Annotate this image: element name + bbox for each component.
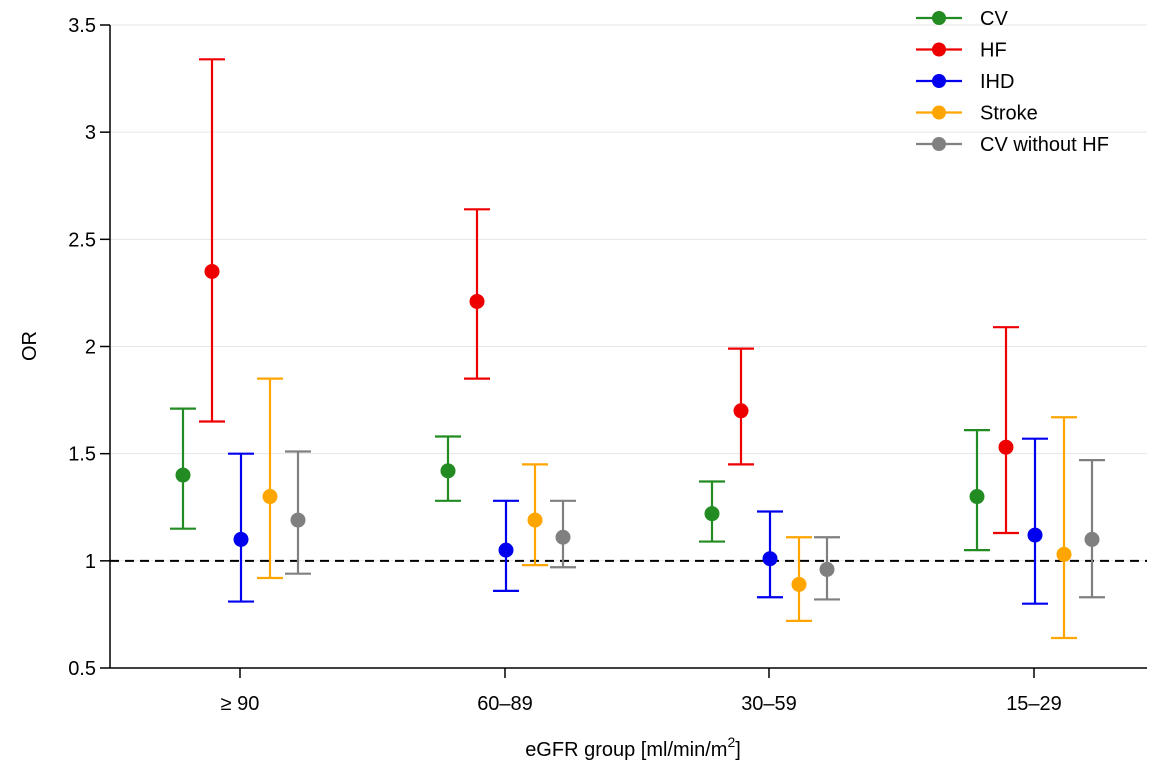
- data-point: [704, 506, 720, 522]
- y-tick-label: 1: [85, 551, 96, 573]
- legend-label: CV without HF: [980, 134, 1109, 156]
- x-tick-label: 60–89: [477, 693, 533, 715]
- series-cv-without-hf: [285, 450, 1105, 601]
- y-tick-label: 3: [85, 122, 96, 144]
- x-axis-title: eGFR group [ml/min/m2]: [525, 734, 741, 761]
- x-tick-label: 30–59: [741, 693, 797, 715]
- data-point: [527, 512, 543, 528]
- data-point: [762, 551, 778, 567]
- x-axis-title-suffix: ]: [735, 739, 741, 761]
- legend-item: CV: [916, 8, 1008, 30]
- y-tick-label: 3.5: [68, 15, 96, 37]
- data-point: [555, 529, 571, 545]
- x-tick-label: ≥ 90: [221, 693, 260, 715]
- legend-marker: [932, 42, 946, 57]
- data-point: [262, 489, 278, 505]
- data-point: [498, 542, 514, 558]
- series-group: [170, 58, 1105, 640]
- gridlines: [110, 24, 1147, 562]
- x-tick-label: 15–29: [1006, 693, 1062, 715]
- series-cv: [170, 407, 990, 552]
- legend-marker: [932, 11, 946, 25]
- data-point: [791, 576, 807, 592]
- data-point: [1056, 546, 1072, 562]
- y-tick-label: 2: [85, 337, 96, 359]
- data-point: [1027, 527, 1043, 543]
- y-ticks: 0.5 1 1.5 2 2.5 3 3.5: [68, 15, 110, 680]
- data-point: [469, 293, 485, 309]
- legend-marker: [932, 74, 946, 88]
- data-point: [233, 531, 249, 547]
- x-ticks: ≥ 90 60–89 30–59 15–29: [221, 668, 1062, 715]
- data-point: [733, 403, 749, 419]
- legend-label: CV: [980, 8, 1008, 30]
- legend-item: CV without HF: [916, 134, 1109, 156]
- x-axis-title-main: eGFR group [ml/min/m: [525, 739, 727, 761]
- legend-item: Stroke: [916, 103, 1038, 125]
- data-point: [175, 467, 191, 483]
- series-hf: [199, 58, 1019, 535]
- y-tick-label: 0.5: [68, 658, 96, 680]
- data-point: [290, 512, 306, 528]
- legend-item: IHD: [916, 71, 1014, 93]
- legend-label: IHD: [980, 71, 1014, 93]
- data-point: [440, 463, 456, 479]
- y-tick-label: 1.5: [68, 444, 96, 466]
- data-point: [998, 439, 1014, 455]
- legend-marker: [932, 137, 946, 151]
- x-axis-title-superscript: 2: [727, 734, 735, 750]
- y-axis-title: OR: [19, 331, 41, 361]
- data-point: [819, 561, 835, 577]
- data-point: [204, 263, 220, 279]
- legend-marker: [932, 105, 946, 120]
- series-stroke: [257, 377, 1077, 640]
- legend-label: Stroke: [980, 103, 1038, 125]
- data-point: [969, 489, 985, 505]
- data-point: [1084, 531, 1100, 547]
- legend: CV HF IHD Stroke CV without HF: [916, 8, 1109, 156]
- y-tick-label: 2.5: [68, 229, 96, 251]
- legend-label: HF: [980, 40, 1007, 62]
- series-ihd: [228, 437, 1048, 605]
- legend-item: HF: [916, 40, 1007, 62]
